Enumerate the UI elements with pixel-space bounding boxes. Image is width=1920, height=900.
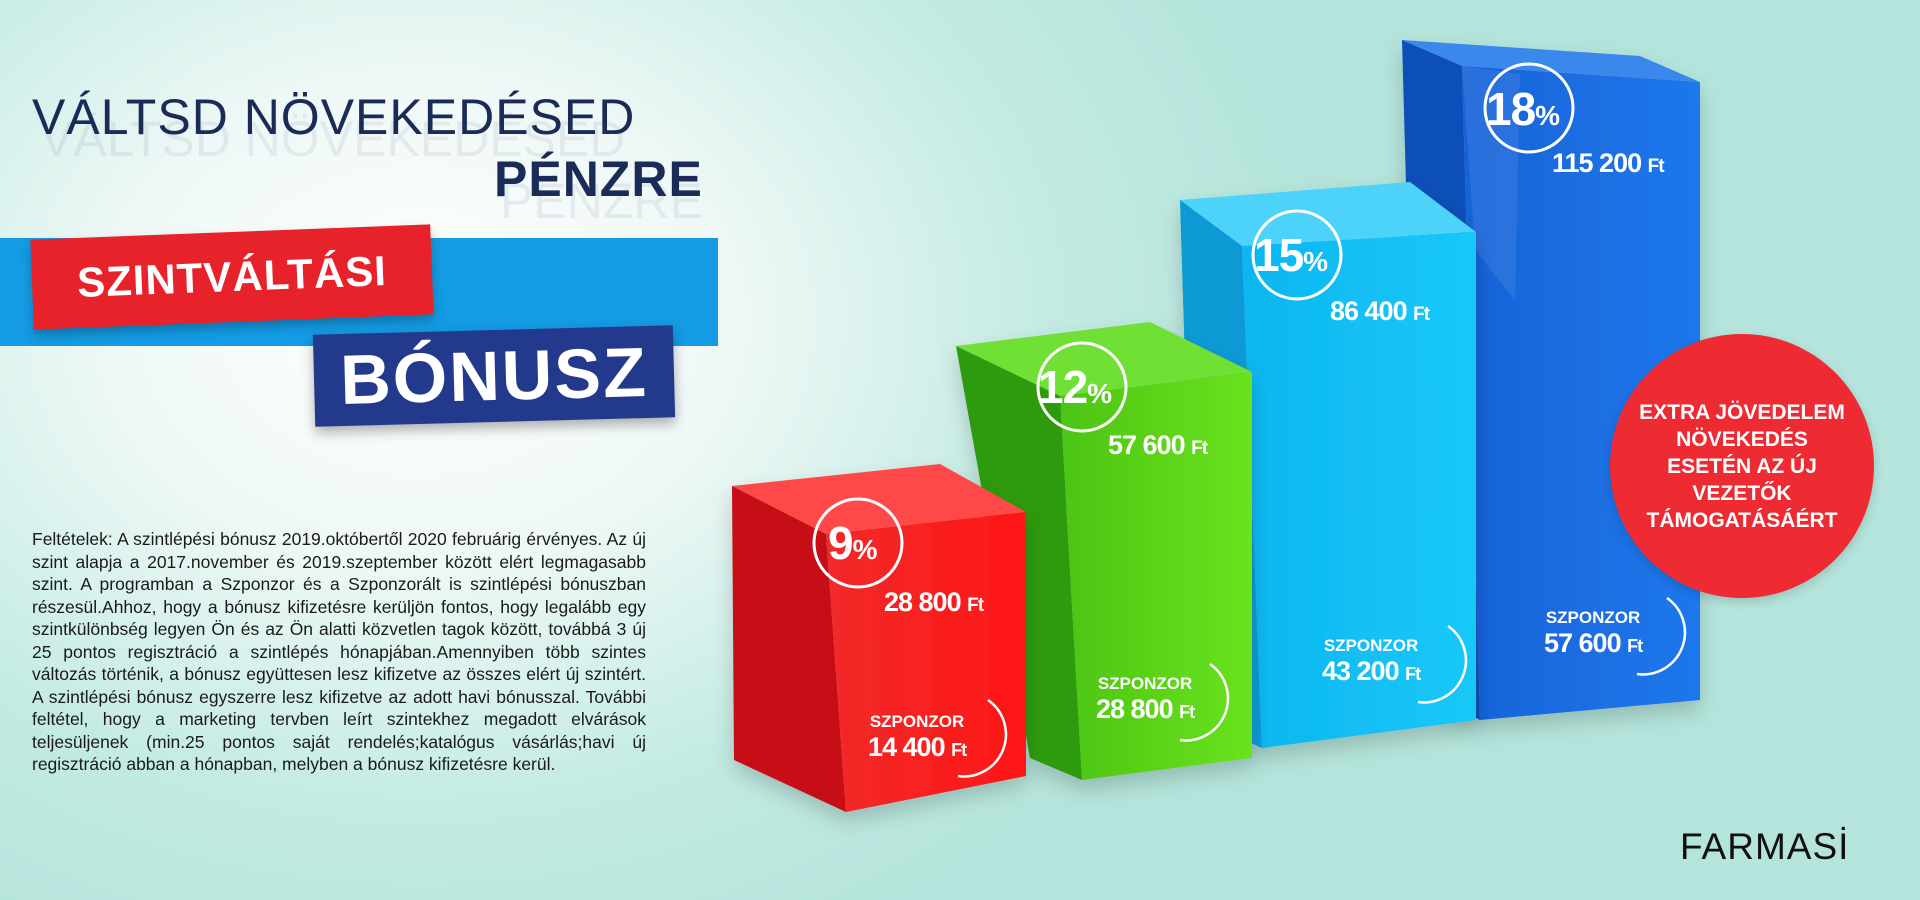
pct-circle-15 (1251, 209, 1343, 301)
farmasi-logo: FARMASİ (1680, 826, 1850, 867)
sponsor-arc-9 (957, 698, 1008, 778)
bar-12 (956, 322, 1252, 780)
headline-shadow: VÁLTSD NÖVEKEDÉSED (40, 111, 626, 167)
bar-12-sponsor: SZPONZOR 28 800 Ft (1096, 674, 1195, 724)
bar-15-sponsor: SZPONZOR 43 200 Ft (1322, 636, 1421, 686)
bar-15-amount: 86 400 Ft (1330, 296, 1430, 326)
bar-9-percent: 9% (828, 517, 877, 569)
pct-circle-12 (1036, 341, 1128, 433)
pct-circle-9 (812, 497, 904, 589)
extra-income-badge: EXTRA JÖVEDELEM NÖVEKEDÉS ESETÉN AZ ÚJ V… (1610, 334, 1874, 598)
bar-9-sponsor: SZPONZOR 14 400 Ft (868, 712, 967, 762)
bar-18-percent: 18% (1486, 83, 1560, 135)
bar-9-amount: 28 800 Ft (884, 587, 984, 617)
terms-text: Feltételek: A szintlépési bónusz 2019.ok… (32, 529, 646, 774)
sponsor-arc-18 (1636, 596, 1687, 676)
sponsor-arc-12 (1179, 662, 1230, 742)
headline-line1: VÁLTSD NÖVEKEDÉSED (32, 89, 636, 145)
headline-shadow-2: PÉNZRE (500, 173, 703, 229)
sponsor-arc-15 (1417, 624, 1468, 704)
bar-9 (732, 464, 1026, 812)
bar-18-sponsor: SZPONZOR 57 600 Ft (1544, 608, 1643, 658)
bar-15-percent: 15% (1254, 229, 1328, 281)
bar-18-amount: 115 200 Ft (1552, 148, 1665, 178)
headline-line2: PÉNZRE (494, 151, 703, 207)
pct-circle-18 (1483, 62, 1575, 154)
bar-12-percent: 12% (1038, 361, 1112, 413)
bar-12-amount: 57 600 Ft (1108, 430, 1208, 460)
